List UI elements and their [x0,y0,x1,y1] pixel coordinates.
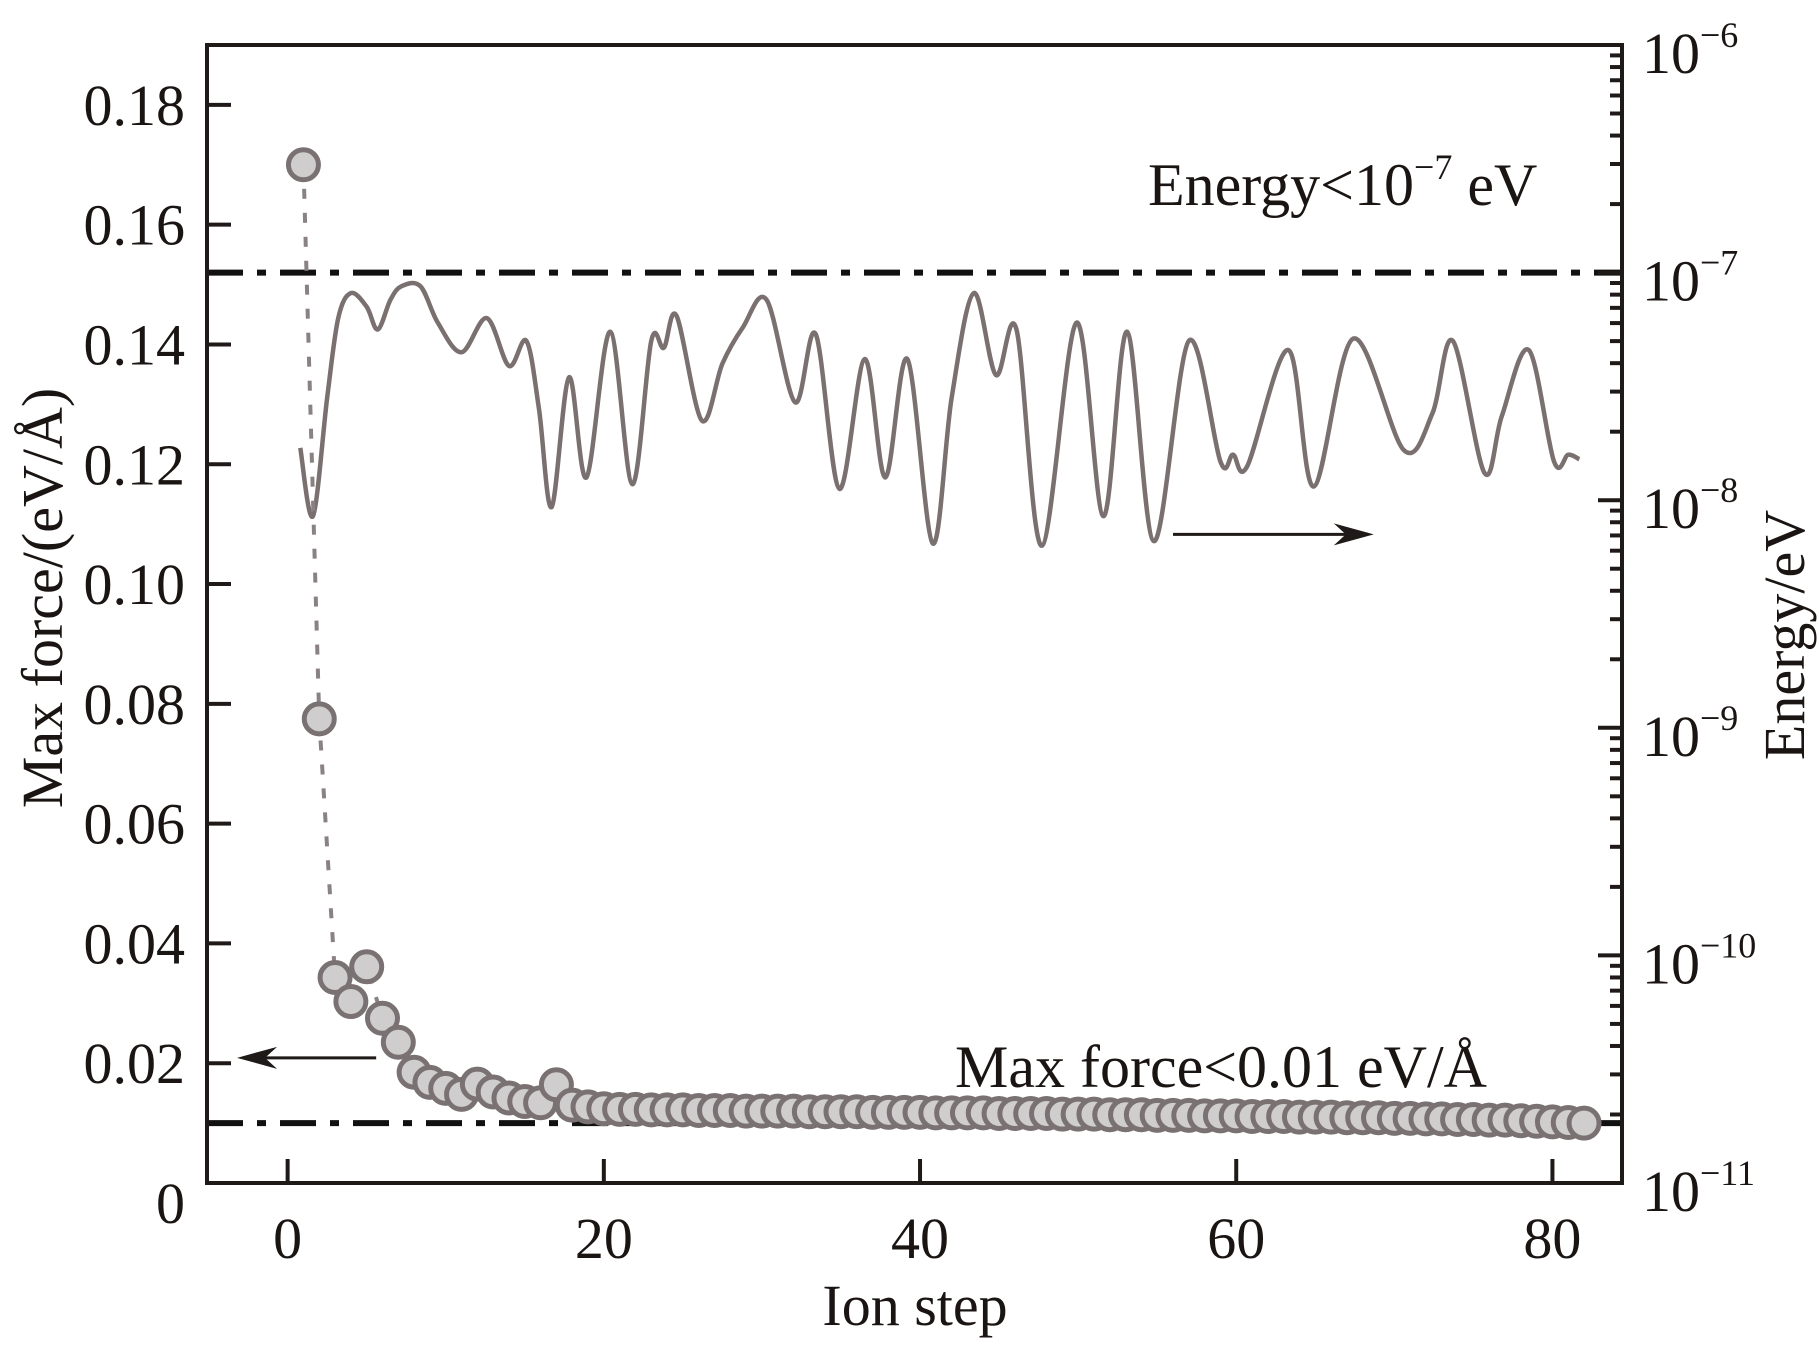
tick-base: 10 [1642,21,1700,86]
force-marker [333,984,369,1020]
y-left-tick-label: 0.12 [84,432,186,497]
y-right-tick-label: 10−8 [1642,470,1738,541]
y-left-tick-label: 0.14 [84,312,186,377]
tick-exponent: −7 [1700,243,1738,283]
force-marker [364,1000,400,1036]
y-left-tick-label: 0.06 [84,792,186,857]
y-right-tick-label: 10−9 [1642,698,1738,769]
force-marker [349,949,385,985]
force-connector-line [301,164,416,1074]
y-left-tick-label: 0 [156,1171,185,1236]
force-marker [380,1024,416,1060]
axes [205,43,1624,1185]
y-right-tick-label: 10−11 [1642,1153,1755,1224]
x-axis-title: Ion step [822,1273,1007,1338]
tick-exponent: −11 [1700,1153,1755,1193]
force-series [285,147,1602,1141]
y-right-tick-label: 10−7 [1642,243,1738,314]
tick-base: 10 [1642,1159,1700,1224]
y-left-tick-label: 0.16 [84,193,186,258]
y-left-tick-label: 0.18 [84,73,186,138]
energy-criterion-tail: eV [1452,152,1537,218]
x-ticks: 0 20 40 60 80 [273,1159,1581,1271]
left-arrow-head [237,1046,278,1069]
tick-exponent: −6 [1700,15,1738,55]
energy-series [298,280,1581,548]
tick-exponent: −9 [1700,698,1738,738]
tick-base: 10 [1642,931,1700,996]
annotation-arrows [237,523,1374,1069]
x-tick-label: 60 [1207,1206,1265,1271]
force-marker [317,960,353,996]
energy-line [298,280,1581,548]
x-tick-label: 80 [1523,1206,1581,1271]
force-criterion-annotation: Max force<0.01 eV/Å [955,1034,1487,1100]
y-left-ticks: 0 0.02 0.04 0.06 0.08 0.10 0.12 0.14 0.16 0.18 [84,73,231,1236]
y-left-tick-label: 0.02 [84,1031,186,1096]
tick-base: 10 [1642,476,1700,541]
x-tick-label: 40 [891,1206,949,1271]
force-marker [1566,1105,1602,1141]
x-tick-label: 0 [273,1206,302,1271]
y-left-tick-label: 0.10 [84,552,186,617]
tick-base: 10 [1642,249,1700,314]
right-arrow-head [1333,523,1374,546]
y-right-axis-title: Energy/eV [1752,510,1817,760]
force-marker [285,147,321,183]
tick-base: 10 [1642,704,1700,769]
energy-criterion-annotation: Energy<10−7 eV [1148,147,1537,218]
y-left-tick-label: 0.04 [84,911,186,976]
energy-criterion-main: Energy<10 [1148,152,1414,218]
energy-criterion-sup: −7 [1414,147,1452,187]
tick-exponent: −8 [1700,470,1738,510]
tick-exponent: −10 [1700,925,1756,965]
y-left-axis-title: Max force/(eV/Å) [10,388,75,808]
x-tick-label: 20 [575,1206,633,1271]
y-right-tick-label: 10−10 [1642,925,1756,996]
y-left-tick-label: 0.08 [84,672,186,737]
force-marker [301,701,337,737]
y-right-tick-label: 10−6 [1642,15,1738,86]
